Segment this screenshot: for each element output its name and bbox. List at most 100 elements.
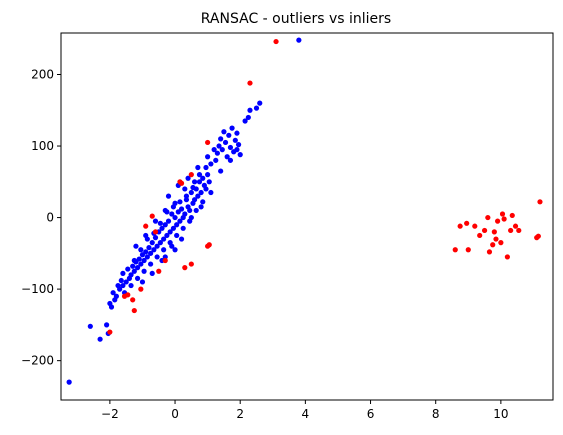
- data-point: [178, 236, 185, 242]
- data-point: [139, 279, 146, 285]
- data-point: [87, 323, 93, 329]
- data-point: [205, 139, 211, 146]
- data-point: [159, 225, 165, 231]
- data-point: [499, 211, 506, 217]
- data-point: [149, 213, 155, 219]
- x-tick-label: 6: [367, 407, 375, 421]
- data-point: [193, 207, 199, 214]
- data-point: [148, 261, 154, 267]
- x-tick-label: 2: [236, 407, 244, 421]
- data-point: [174, 222, 180, 228]
- data-point: [66, 379, 72, 385]
- data-point: [162, 254, 168, 260]
- data-point: [97, 336, 103, 342]
- data-point: [206, 242, 212, 248]
- data-point: [112, 297, 118, 303]
- data-point: [130, 297, 136, 303]
- data-point: [134, 275, 141, 281]
- data-point: [203, 186, 209, 192]
- data-point: [141, 268, 147, 274]
- data-point: [224, 154, 230, 160]
- data-point: [118, 277, 124, 284]
- y-tick-label: −100: [21, 282, 54, 296]
- data-point: [148, 250, 154, 256]
- data-point: [196, 179, 203, 185]
- data-point: [198, 189, 204, 196]
- data-point: [206, 179, 212, 185]
- data-point: [167, 229, 173, 235]
- data-point: [141, 257, 147, 264]
- x-tick-label: 4: [302, 407, 310, 421]
- data-point: [195, 164, 201, 171]
- data-point: [149, 270, 155, 276]
- data-point: [190, 184, 196, 191]
- data-point: [149, 240, 155, 246]
- data-point: [191, 179, 198, 185]
- data-point: [221, 129, 227, 135]
- data-point: [537, 199, 543, 205]
- data-point: [183, 193, 190, 199]
- data-point: [493, 236, 499, 242]
- data-point: [509, 212, 515, 219]
- data-point: [162, 257, 168, 264]
- data-point: [162, 222, 168, 228]
- data-point: [170, 225, 177, 231]
- data-point: [247, 80, 253, 86]
- data-point: [110, 290, 116, 296]
- data-point: [234, 147, 240, 153]
- data-point: [452, 247, 458, 253]
- data-point: [216, 143, 222, 149]
- data-point: [247, 107, 253, 113]
- data-point: [512, 223, 519, 229]
- data-point: [235, 142, 242, 148]
- data-point: [196, 172, 203, 178]
- x-tick-label: 10: [493, 407, 508, 421]
- data-point: [208, 161, 214, 167]
- data-point: [296, 37, 302, 43]
- data-point: [172, 247, 178, 253]
- chart-title: RANSAC - outliers vs inliers: [201, 11, 391, 27]
- data-point: [138, 261, 144, 267]
- data-point: [143, 223, 149, 229]
- data-point: [501, 216, 507, 222]
- data-point: [211, 147, 217, 153]
- data-point: [195, 193, 201, 199]
- data-point: [188, 189, 194, 196]
- plot-frame: [60, 32, 554, 401]
- data-point: [172, 200, 178, 206]
- data-point: [139, 252, 146, 258]
- data-point: [151, 247, 157, 253]
- data-point: [157, 220, 163, 226]
- data-point: [182, 265, 188, 271]
- data-point: [164, 232, 170, 239]
- y-tick-label: −200: [21, 354, 54, 368]
- data-point: [226, 132, 232, 138]
- points-layer: [66, 37, 543, 385]
- data-point: [121, 293, 128, 299]
- data-point: [126, 275, 133, 281]
- data-point: [154, 254, 160, 260]
- data-point: [134, 265, 141, 271]
- data-point: [130, 263, 136, 269]
- data-point: [464, 220, 470, 226]
- data-point: [180, 225, 186, 231]
- data-point: [131, 307, 137, 314]
- data-point: [177, 218, 183, 224]
- data-point: [242, 118, 248, 124]
- y-tick-label: 200: [31, 67, 54, 81]
- data-point: [481, 227, 488, 234]
- data-point: [125, 266, 131, 272]
- data-point: [495, 218, 501, 224]
- data-point: [253, 105, 260, 111]
- data-point: [169, 211, 175, 217]
- data-point: [188, 214, 194, 221]
- data-point: [133, 243, 139, 249]
- data-point: [205, 172, 211, 178]
- data-point: [157, 240, 163, 246]
- data-point: [143, 232, 149, 239]
- data-point: [154, 243, 160, 249]
- data-point: [227, 157, 234, 163]
- data-point: [205, 154, 211, 160]
- data-point: [485, 214, 491, 221]
